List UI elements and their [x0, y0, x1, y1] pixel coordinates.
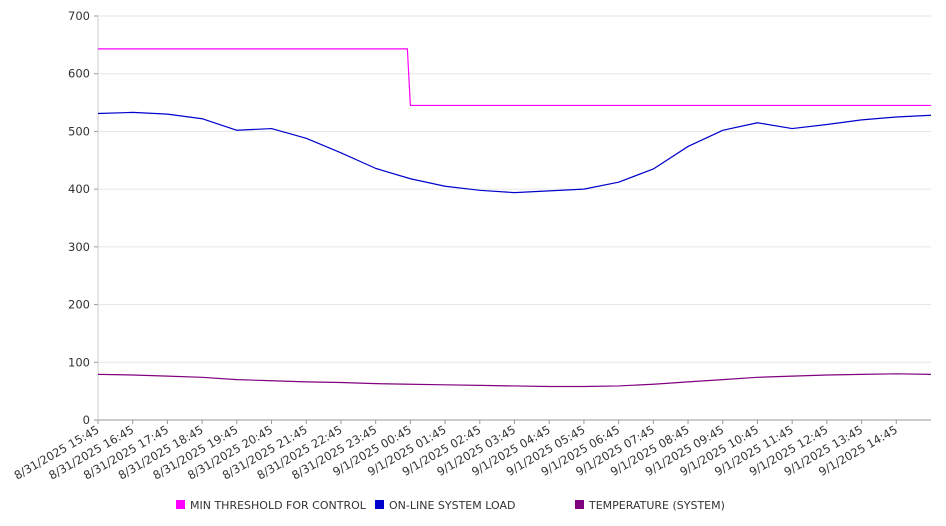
series-line-3 [97, 373, 932, 388]
y-tick-label: 0 [83, 413, 90, 427]
y-tick-label: 500 [68, 124, 90, 138]
y-axis: 0 100 200 300 400 500 600 700 [68, 9, 99, 427]
legend-label-1: MIN THRESHOLD FOR CONTROL [190, 499, 367, 512]
x-axis: 8/31/2025 15:458/31/2025 16:458/31/2025 … [12, 419, 931, 482]
legend-label-2: ON-LINE SYSTEM LOAD [389, 499, 515, 512]
y-tick-label: 600 [68, 67, 90, 81]
y-tick-label: 400 [68, 182, 90, 196]
legend-label-3: TEMPERATURE (SYSTEM) [588, 499, 725, 512]
y-tick-label: 300 [68, 240, 90, 254]
legend: MIN THRESHOLD FOR CONTROL ON-LINE SYSTEM … [176, 499, 725, 512]
legend-swatch-3 [575, 500, 584, 509]
gridlines [98, 15, 931, 421]
legend-swatch-2 [375, 500, 384, 509]
legend-swatch-1 [176, 500, 185, 509]
y-tick-label: 100 [68, 355, 90, 369]
series-line-1 [98, 48, 931, 107]
y-tick-label: 700 [68, 9, 90, 23]
series-line-2 [97, 111, 932, 194]
series-lines [97, 48, 932, 388]
y-tick-label: 200 [68, 298, 90, 312]
